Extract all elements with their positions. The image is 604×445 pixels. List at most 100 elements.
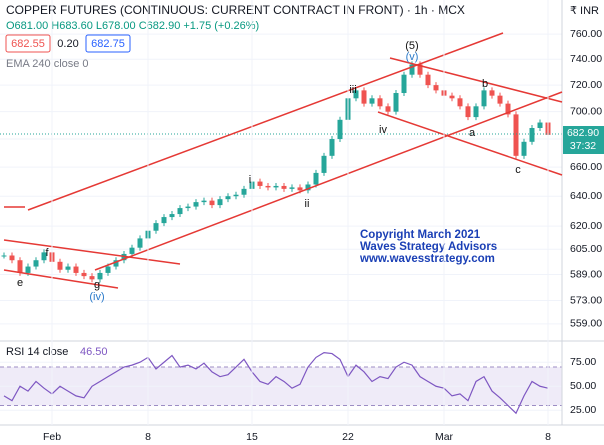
y-tick-label: 573.00 bbox=[570, 294, 602, 306]
candle bbox=[161, 217, 167, 224]
candle bbox=[201, 200, 207, 203]
candle bbox=[529, 127, 535, 142]
y-tick-label: 760.00 bbox=[570, 28, 602, 40]
rsi-pane: 25.00 50.00 75.00 bbox=[0, 351, 596, 416]
candle bbox=[513, 114, 519, 156]
candle bbox=[505, 103, 511, 115]
candle bbox=[425, 74, 431, 86]
trend-line bbox=[377, 111, 563, 176]
candle bbox=[97, 272, 103, 280]
candle bbox=[385, 106, 391, 112]
y-tick-label: 559.00 bbox=[570, 318, 602, 330]
candle bbox=[89, 276, 95, 280]
candle bbox=[41, 252, 47, 261]
candle bbox=[169, 214, 175, 218]
candle bbox=[17, 260, 23, 273]
ohlc: O681.00 H683.60 L678.00 C682.90 +1.75 (+… bbox=[6, 20, 259, 32]
candle bbox=[321, 155, 327, 173]
candle bbox=[401, 74, 407, 94]
y-tick-label: 605.00 bbox=[570, 243, 602, 255]
candle bbox=[153, 223, 159, 231]
candle bbox=[129, 247, 135, 254]
candle bbox=[289, 187, 295, 189]
wave-label: e bbox=[17, 277, 23, 289]
candle bbox=[313, 172, 319, 185]
candle bbox=[489, 90, 495, 96]
candle bbox=[473, 106, 479, 118]
x-tick-label: 15 bbox=[246, 431, 258, 443]
spread: 0.20 bbox=[57, 38, 78, 50]
wave-label: (v) bbox=[406, 51, 419, 63]
x-tick-label: Feb bbox=[43, 431, 61, 443]
wave-label: iii bbox=[349, 84, 356, 96]
candle bbox=[57, 261, 63, 270]
candle bbox=[537, 122, 543, 128]
candle bbox=[177, 208, 183, 215]
trend-line bbox=[389, 57, 563, 103]
candle bbox=[297, 187, 303, 191]
countdown: 37:32 bbox=[570, 140, 596, 152]
candle bbox=[233, 194, 239, 197]
ema-legend: EMA 240 close 0 bbox=[6, 58, 89, 70]
currency: ₹ INR bbox=[570, 5, 599, 17]
last-price: 682.90 bbox=[567, 127, 599, 139]
candle bbox=[9, 255, 15, 261]
rsi-title: RSI 14 close bbox=[6, 346, 68, 358]
candle bbox=[353, 90, 359, 99]
candle bbox=[73, 266, 79, 273]
x-tick-label: 8 bbox=[145, 431, 151, 443]
y-tick-label: 50.00 bbox=[570, 380, 596, 392]
candle bbox=[281, 185, 287, 189]
candle bbox=[105, 266, 111, 273]
x-tick-label: 8 bbox=[545, 431, 551, 443]
candle bbox=[265, 185, 271, 188]
ask-box[interactable] bbox=[85, 34, 131, 53]
candle bbox=[241, 188, 247, 195]
y-tick-label: 660.00 bbox=[570, 161, 602, 173]
trend-lines bbox=[3, 32, 563, 289]
wave-label: ii bbox=[305, 198, 310, 210]
wave-label: c bbox=[515, 164, 521, 176]
wave-label: g bbox=[94, 279, 100, 291]
y-tick-label: 75.00 bbox=[570, 356, 596, 368]
candle bbox=[329, 139, 335, 156]
candle bbox=[393, 93, 399, 112]
x-tick-label: 22 bbox=[342, 431, 354, 443]
last-price-box bbox=[563, 126, 604, 154]
candle bbox=[185, 206, 191, 209]
candle bbox=[193, 202, 199, 207]
candle bbox=[337, 119, 343, 140]
candle bbox=[305, 184, 311, 191]
wave-label: b bbox=[482, 78, 488, 90]
candle bbox=[465, 106, 471, 118]
trend-line bbox=[3, 269, 119, 289]
y-tick-label: 700.00 bbox=[570, 105, 602, 117]
rsi-line bbox=[3, 351, 549, 415]
x-tick-label: Mar bbox=[435, 431, 454, 443]
candle bbox=[257, 181, 263, 186]
bid-box[interactable] bbox=[5, 34, 51, 53]
candle bbox=[65, 266, 71, 270]
candle bbox=[481, 90, 487, 107]
candle bbox=[457, 98, 463, 107]
bid[interactable]: 682.55 bbox=[11, 38, 45, 50]
copyright: Copyright March 2021 bbox=[360, 229, 481, 241]
candle bbox=[361, 90, 367, 104]
wave-label: f bbox=[45, 247, 49, 259]
candle bbox=[81, 272, 87, 277]
candle bbox=[273, 185, 279, 188]
candle bbox=[217, 199, 223, 206]
candle bbox=[369, 98, 375, 104]
rsi-value: 46.50 bbox=[80, 346, 108, 358]
copyright: Waves Strategy Advisors bbox=[360, 241, 497, 253]
candle bbox=[497, 95, 503, 104]
candle bbox=[417, 64, 423, 75]
copyright: www.wavesstrategy.com bbox=[359, 253, 495, 265]
y-tick-label: 740.00 bbox=[570, 53, 602, 65]
candle bbox=[521, 141, 527, 156]
ask[interactable]: 682.75 bbox=[91, 38, 125, 50]
wave-label: (5) bbox=[405, 40, 418, 52]
wave-label: a bbox=[469, 127, 476, 139]
chart-title: COPPER FUTURES (CONTINUOUS: CURRENT CONT… bbox=[6, 3, 465, 17]
